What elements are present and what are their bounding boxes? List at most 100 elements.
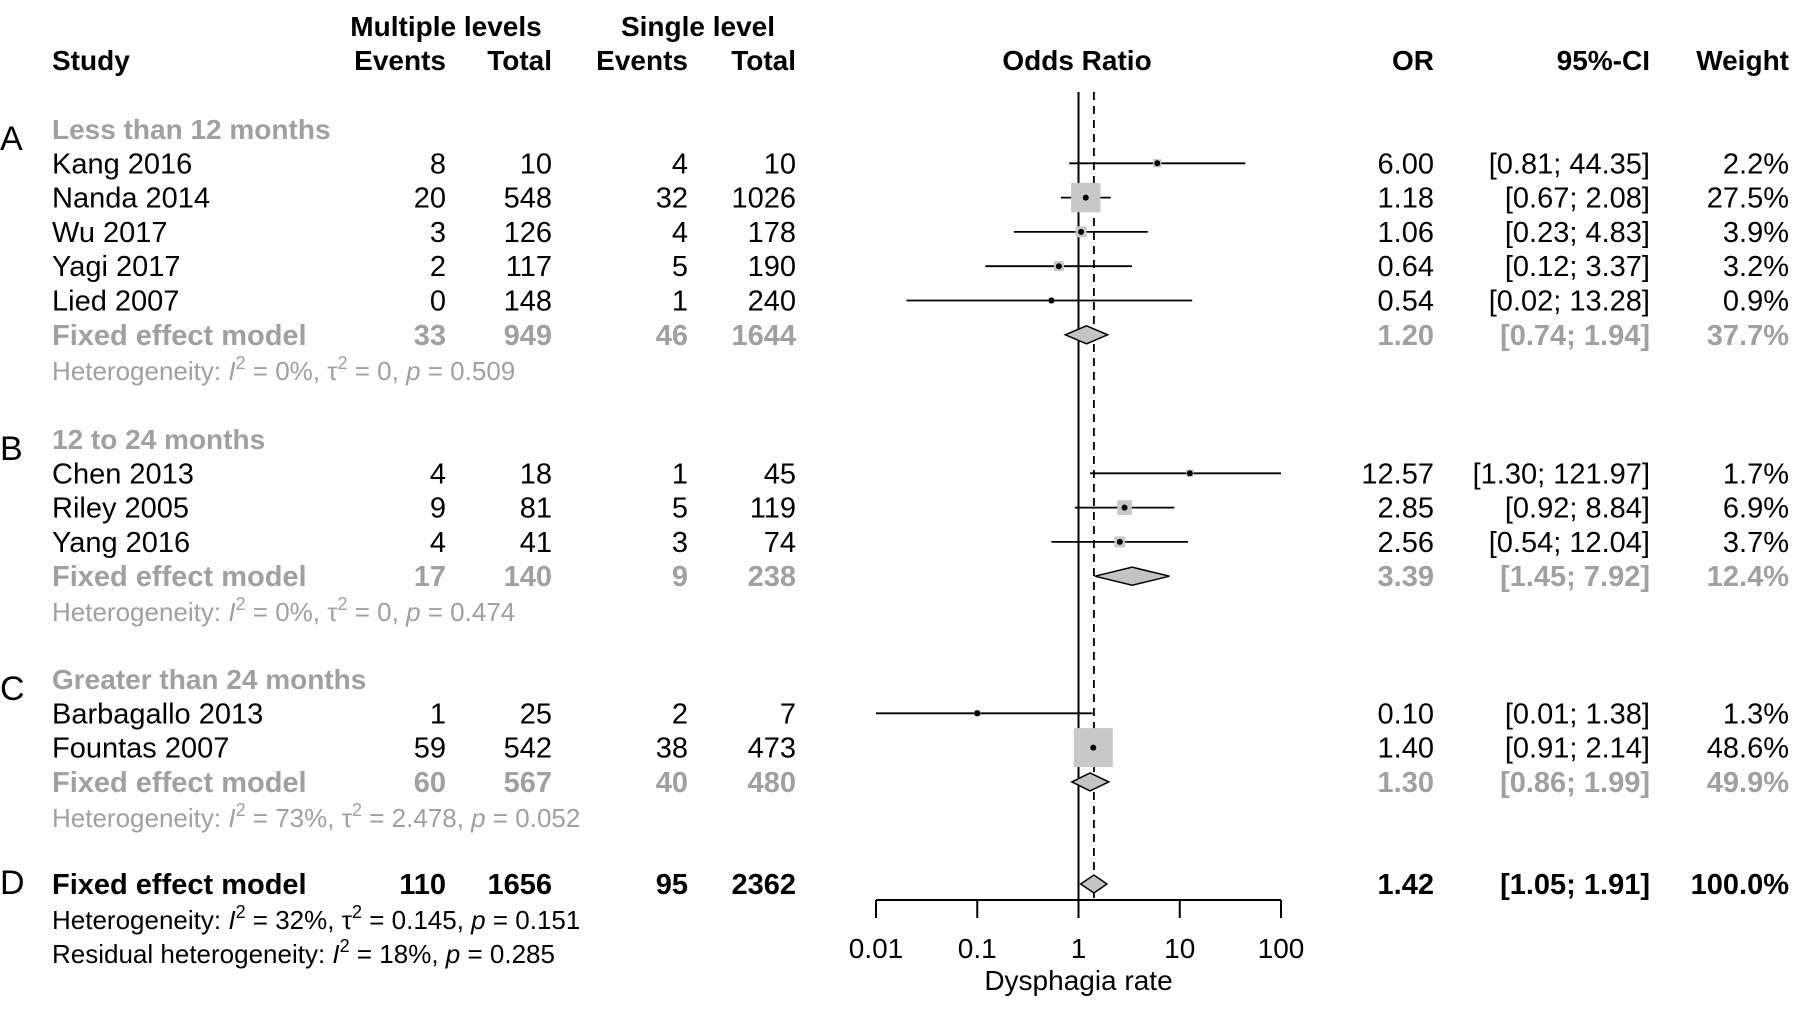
subgroup-a-study-3-point xyxy=(1078,228,1085,235)
subgroup-a-study-1-point xyxy=(1154,160,1161,167)
subgroup-a-study-2-events-multiple: 20 xyxy=(414,183,446,215)
subgroup-b-study-3-events-multiple: 4 xyxy=(430,527,446,559)
subgroup-a-summary-total-single: 1644 xyxy=(731,320,796,352)
overall-name: Fixed effect model xyxy=(52,869,307,901)
subgroup-a-summary-events-multiple: 33 xyxy=(414,320,446,352)
subgroup-b-summary-name: Fixed effect model xyxy=(52,561,307,593)
subgroup-a-study-4-total-multiple: 117 xyxy=(506,251,552,283)
header-total-multiple: Total xyxy=(487,45,552,76)
subgroup-a-study-5-or: 0.54 xyxy=(1378,286,1434,318)
subgroup-a-study-4-name: Yagi 2017 xyxy=(52,251,180,283)
subgroup-c-study-1-name: Barbagallo 2013 xyxy=(52,698,263,730)
subgroup-a-study-5-ci: [0.02; 13.28] xyxy=(1489,286,1650,318)
subgroup-a-study-4-events-multiple: 2 xyxy=(430,251,446,283)
subgroup-b-study-1-name: Chen 2013 xyxy=(52,458,194,490)
subgroup-b-study-3-total-single: 74 xyxy=(764,527,796,559)
header-events-single: Events xyxy=(596,45,688,76)
subgroup-a-study-2-weight: 27.5% xyxy=(1707,183,1789,215)
subgroup-b-summary-total-single: 238 xyxy=(748,561,796,593)
subgroup-c-summary-name: Fixed effect model xyxy=(52,767,307,799)
subgroup-a-study-3-or: 1.06 xyxy=(1378,217,1434,249)
subgroup-b-title: 12 to 24 months xyxy=(52,424,265,455)
header-study: Study xyxy=(52,45,130,76)
subgroup-a-study-2-events-single: 32 xyxy=(656,183,688,215)
subgroup-a-study-2-total-multiple: 548 xyxy=(504,183,552,215)
subgroup-b-study-1-total-multiple: 18 xyxy=(520,458,552,490)
subgroup-c-summary-ci: [0.86; 1.99] xyxy=(1500,767,1650,799)
subgroup-a-study-3-weight: 3.9% xyxy=(1723,217,1789,249)
subgroup-b-study-2-events-multiple: 9 xyxy=(430,493,446,525)
subgroup-b-study-1-events-multiple: 4 xyxy=(430,458,446,490)
x-axis-label: Dysphagia rate xyxy=(984,965,1172,996)
subgroup-c-study-1-or: 0.10 xyxy=(1378,698,1434,730)
subgroup-c-summary-weight: 49.9% xyxy=(1707,767,1789,799)
subgroup-a-study-1-weight: 2.2% xyxy=(1723,148,1789,180)
overall-total-multiple: 1656 xyxy=(487,869,552,901)
subgroup-b-study-3-point xyxy=(1116,538,1123,545)
subgroup-c-study-2-total-multiple: 542 xyxy=(504,733,552,765)
subgroup-c-heterogeneity: Heterogeneity: I2 = 73%, τ2 = 2.478, p =… xyxy=(52,800,580,833)
overall-heterogeneity: Heterogeneity: I2 = 32%, τ2 = 0.145, p =… xyxy=(52,902,580,935)
subgroup-b-study-2-total-multiple: 81 xyxy=(520,493,552,525)
subgroup-c-study-2-point xyxy=(1090,744,1097,751)
subgroup-c-study-2-events-single: 38 xyxy=(656,733,688,765)
subgroup-c-study-1-events-multiple: 1 xyxy=(430,698,446,730)
subgroup-b-study-3-weight: 3.7% xyxy=(1723,527,1789,559)
subgroup-a-study-3-ci: [0.23; 4.83] xyxy=(1505,217,1650,249)
x-tick-label-2: 0.1 xyxy=(958,933,997,964)
subgroup-a-summary-ci: [0.74; 1.94] xyxy=(1500,320,1650,352)
overall-events-multiple: 110 xyxy=(399,869,446,901)
subgroup-a-study-1-or: 6.00 xyxy=(1378,148,1434,180)
subgroup-b-summary-ci: [1.45; 7.92] xyxy=(1500,561,1650,593)
subgroup-a-summary-or: 1.20 xyxy=(1378,320,1434,352)
subgroup-c-study-1-weight: 1.3% xyxy=(1723,698,1789,730)
header-weight: Weight xyxy=(1696,45,1789,76)
subgroup-a-study-2-or: 1.18 xyxy=(1378,183,1434,215)
header-ci: 95%-CI xyxy=(1557,45,1650,76)
subgroup-b-study-2-total-single: 119 xyxy=(750,493,796,525)
overall-total-single: 2362 xyxy=(731,869,796,901)
subgroup-b-study-2-events-single: 5 xyxy=(672,493,688,525)
subgroup-b-summary-events-single: 9 xyxy=(672,561,688,593)
subgroup-a-summary-diamond xyxy=(1063,324,1110,345)
subgroup-a-study-2-name: Nanda 2014 xyxy=(52,183,210,215)
subgroup-a-study-5-point xyxy=(1048,297,1055,304)
subgroup-a-study-3-name: Wu 2017 xyxy=(52,217,168,249)
subgroup-b-study-3-ci: [0.54; 12.04] xyxy=(1489,527,1650,559)
subgroup-a-summary-weight: 37.7% xyxy=(1707,320,1789,352)
subgroup-c-title: Greater than 24 months xyxy=(52,664,366,695)
subgroup-a-study-5-total-multiple: 148 xyxy=(504,286,552,318)
subgroup-b-study-2-ci: [0.92; 8.84] xyxy=(1505,493,1650,525)
subgroup-c-study-1-ci: [0.01; 1.38] xyxy=(1505,698,1650,730)
header-events-multiple: Events xyxy=(354,45,446,76)
overall-panel-label: D xyxy=(0,864,25,902)
subgroup-c-study-2-events-multiple: 59 xyxy=(414,733,446,765)
subgroup-a-study-1-name: Kang 2016 xyxy=(52,148,192,180)
subgroup-b-study-2-name: Riley 2005 xyxy=(52,493,189,525)
subgroup-a-panel-label: A xyxy=(0,120,23,158)
overall-weight: 100.0% xyxy=(1691,869,1790,901)
subgroup-c-summary-events-multiple: 60 xyxy=(414,767,446,799)
subgroup-b-study-2-point xyxy=(1121,504,1128,511)
subgroup-c-study-2-weight: 48.6% xyxy=(1707,733,1789,765)
subgroup-b-study-3-name: Yang 2016 xyxy=(52,527,190,559)
header-odds-ratio: Odds Ratio xyxy=(1002,45,1151,76)
x-tick-label-1: 0.01 xyxy=(849,933,904,964)
subgroup-b-summary-events-multiple: 17 xyxy=(414,561,446,593)
subgroup-c-study-1-total-single: 7 xyxy=(780,698,796,730)
subgroup-c-study-1-point xyxy=(974,710,981,717)
header-multiple-levels: Multiple levels xyxy=(350,11,541,42)
subgroup-b-study-3-events-single: 3 xyxy=(672,527,688,559)
header-single-level: Single level xyxy=(621,11,775,42)
subgroup-c-study-2-total-single: 473 xyxy=(748,733,796,765)
subgroup-a-study-1-total-multiple: 10 xyxy=(520,148,552,180)
subgroup-a-study-5-events-single: 1 xyxy=(672,286,688,318)
subgroup-b-study-2-or: 2.85 xyxy=(1378,493,1434,525)
residual-heterogeneity: Residual heterogeneity: I2 = 18%, p = 0.… xyxy=(52,936,555,969)
x-tick-label-5: 100 xyxy=(1258,933,1305,964)
subgroup-a-heterogeneity: Heterogeneity: I2 = 0%, τ2 = 0, p = 0.50… xyxy=(52,353,515,386)
subgroup-c-panel-label: C xyxy=(0,670,25,708)
subgroup-b-study-1-events-single: 1 xyxy=(672,458,688,490)
subgroup-b-summary-weight: 12.4% xyxy=(1707,561,1789,593)
subgroup-a-study-3-events-multiple: 3 xyxy=(430,217,446,249)
